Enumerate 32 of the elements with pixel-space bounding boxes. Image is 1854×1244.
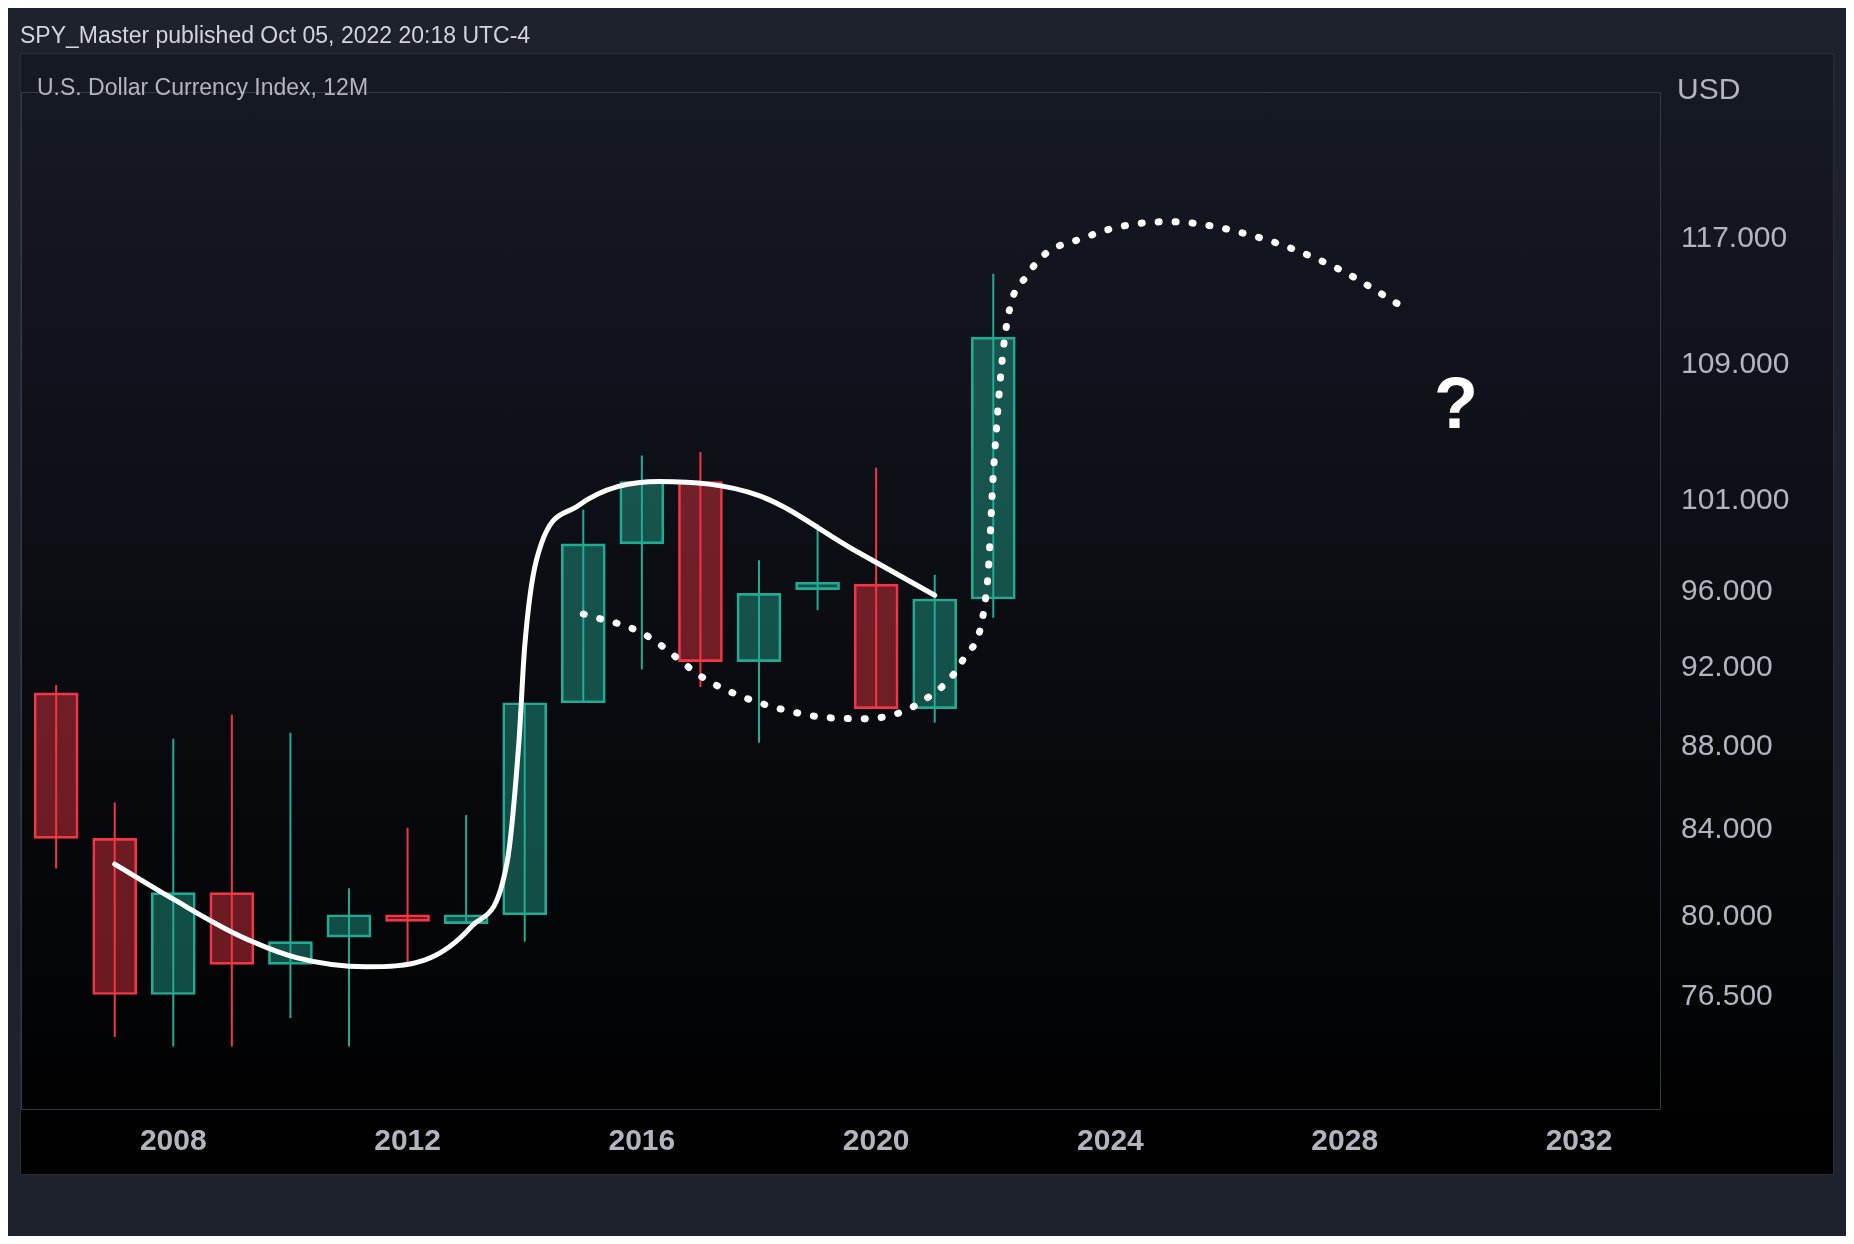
y-tick-label: 88.000 <box>1681 728 1773 762</box>
x-tick-label: 2008 <box>139 1123 207 1157</box>
y-tick-label: 80.000 <box>1681 898 1773 932</box>
y-tick-label: 92.000 <box>1681 648 1773 682</box>
candlestick <box>736 559 782 744</box>
y-tick-label: 96.000 <box>1681 572 1773 606</box>
chart-title: U.S. Dollar Currency Index, 12M <box>37 74 369 101</box>
candlestick <box>795 523 840 612</box>
candlestick <box>150 737 196 1048</box>
y-tick-label: 76.500 <box>1681 978 1773 1012</box>
x-tick-label: 2020 <box>842 1123 910 1157</box>
y-axis-title: USD <box>1677 72 1741 106</box>
y-tick-label: 109.000 <box>1681 346 1790 380</box>
candlestick <box>33 684 79 870</box>
x-tick-label: 2032 <box>1545 1123 1613 1157</box>
candlestick <box>385 826 430 964</box>
text: SPY_Master published Oct 05, 2022 20:18 UTC-4 <box>20 22 531 49</box>
candlestick <box>619 454 665 671</box>
x-tick-label: 2024 <box>1077 1123 1145 1157</box>
candlestick <box>678 451 723 688</box>
candlestick <box>326 887 372 1048</box>
candlestick <box>92 801 138 1038</box>
candlestick <box>853 466 899 710</box>
annotation: ? <box>1434 362 1478 444</box>
x-tick-label: 2016 <box>608 1123 676 1157</box>
x-tick-label: 2028 <box>1311 1123 1379 1157</box>
y-tick-label: 84.000 <box>1681 811 1773 845</box>
candlestick <box>560 508 606 704</box>
x-tick-label: 2012 <box>374 1123 441 1157</box>
candlestick <box>912 573 958 724</box>
y-tick-label: 101.000 <box>1681 482 1790 516</box>
y-tick-label: 117.000 <box>1681 219 1788 253</box>
